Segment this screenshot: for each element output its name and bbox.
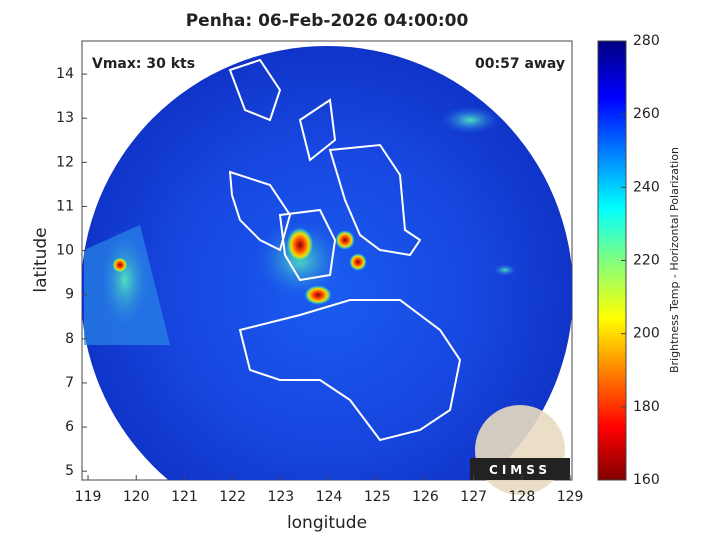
colorbar-label: Brightness Temp - Horizontal Polarizatio… [668, 147, 681, 373]
time-label: 00:57 away [475, 56, 565, 72]
logo-text: CIMSS [489, 463, 551, 477]
title: Penha: 06-Feb-2026 04:00:00 [186, 11, 469, 31]
vmax-label: Vmax: 30 kts [92, 56, 195, 72]
colorbar-tick-label: 220 [633, 253, 660, 269]
y-axis-label: latitude [31, 227, 51, 292]
y-tick-label: 6 [65, 419, 74, 435]
x-tick-label: 123 [267, 489, 294, 505]
x-tick-label: 121 [171, 489, 198, 505]
colorbar-tick-label: 260 [633, 106, 660, 122]
y-tick-label: 11 [56, 198, 74, 214]
x-tick-label: 120 [123, 489, 150, 505]
x-tick-label: 127 [460, 489, 487, 505]
y-tick-label: 8 [65, 331, 74, 347]
x-tick-label: 125 [364, 489, 391, 505]
x-tick-label: 128 [509, 489, 536, 505]
x-tick-label: 126 [412, 489, 439, 505]
colorbar-tick-label: 240 [633, 179, 660, 195]
x-axis-label: longitude [287, 513, 367, 533]
y-tick-label: 13 [56, 110, 74, 126]
colorbar-tick-label: 180 [633, 399, 660, 415]
colorbar-tick-label: 280 [633, 33, 660, 49]
y-tick-label: 7 [65, 375, 74, 391]
y-tick-label: 10 [56, 243, 74, 259]
x-tick-label: 122 [219, 489, 246, 505]
y-tick-label: 12 [56, 154, 74, 170]
colorbar-tick-label: 200 [633, 326, 660, 342]
y-tick-label: 5 [65, 463, 74, 479]
y-tick-label: 9 [65, 287, 74, 303]
logo: CIMSS [470, 405, 570, 495]
swath [82, 43, 572, 480]
x-tick-label: 124 [316, 489, 343, 505]
x-tick-label: 119 [75, 489, 102, 505]
y-tick-label: 14 [56, 66, 74, 82]
x-tick-label: 129 [557, 489, 584, 505]
colorbar-tick-label: 160 [633, 472, 660, 488]
